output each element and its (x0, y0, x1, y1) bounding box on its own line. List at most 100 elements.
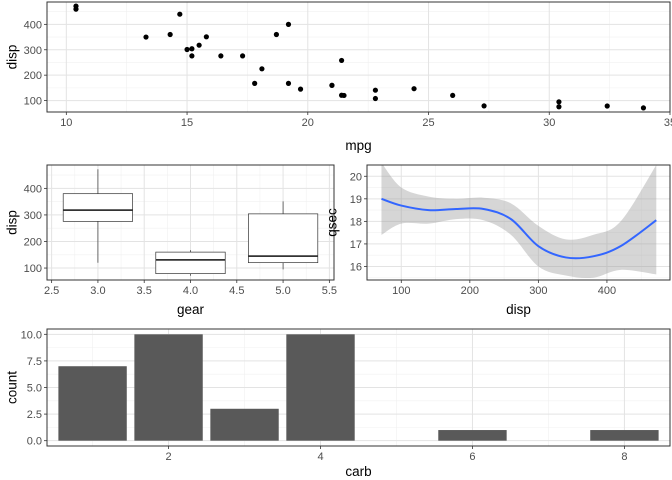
data-point (640, 105, 647, 111)
marks (58, 334, 659, 441)
x-tick-label: 3.0 (90, 285, 105, 297)
data-point (372, 87, 379, 93)
gridlines (367, 165, 670, 280)
data-point (73, 6, 79, 12)
panel-scatter: 10 15 20 25 30 35 100 200 300 400 mpg disp (5, 1, 672, 153)
data-point (285, 80, 292, 86)
panel-border (366, 164, 671, 281)
panel-background (47, 2, 670, 112)
data-point (372, 95, 379, 102)
y-tick-label: 300 (24, 45, 42, 57)
data-point (481, 103, 487, 109)
x-tick-label: 8 (621, 451, 627, 463)
box-gear-4 (155, 250, 226, 276)
x-tick-label: 4.5 (229, 285, 244, 297)
y-tick-label: 400 (24, 19, 42, 31)
y-axis-title: disp (5, 45, 20, 70)
x-tick-label: 15 (181, 117, 193, 129)
data-point (285, 21, 292, 27)
bar-carb-1 (58, 366, 127, 441)
box-iqr (248, 213, 319, 264)
x-tick-label: 35 (664, 117, 672, 129)
box-iqr (62, 193, 133, 222)
x-tick-label: 25 (422, 117, 434, 129)
data-point (556, 104, 562, 110)
y-tick-label: 18 (350, 216, 362, 228)
x-tick-label: 3.5 (137, 285, 152, 297)
bar-carb-2 (134, 334, 203, 441)
data-point (411, 86, 417, 92)
data-point (189, 53, 195, 59)
x-tick-label: 400 (598, 285, 616, 297)
x-tick-label: 100 (392, 285, 410, 297)
bar-carb-4 (286, 334, 355, 441)
y-tick-label: 300 (24, 210, 42, 222)
data-point (167, 31, 173, 38)
x-tick-label: 4 (317, 451, 323, 463)
data-point (297, 86, 304, 92)
marks (62, 169, 319, 276)
x-tick-label: 10 (60, 117, 72, 129)
box-iqr (155, 251, 226, 275)
panel-background (367, 165, 670, 280)
bar-carb-8 (590, 430, 659, 441)
y-axis-title: count (5, 371, 20, 404)
box-gear-5 (248, 201, 319, 270)
y-tick-label: 5.0 (27, 383, 42, 395)
marks (73, 3, 647, 111)
data-point (450, 92, 456, 99)
marks (381, 165, 657, 279)
data-point (338, 92, 345, 98)
panel-border (46, 1, 671, 113)
data-point (259, 66, 265, 72)
y-tick-label: 200 (24, 236, 42, 248)
y-axis-title: disp (5, 210, 20, 235)
smooth-line (381, 197, 657, 260)
y-axis-title: qsec (325, 208, 340, 237)
data-point (218, 53, 224, 59)
gridlines (47, 2, 670, 112)
x-tick-label: 200 (461, 285, 479, 297)
x-tick-label: 300 (529, 285, 547, 297)
x-tick-label: 5.5 (322, 285, 337, 297)
x-tick-label: 2.5 (44, 285, 59, 297)
y-tick-label: 100 (24, 263, 42, 275)
data-point (556, 99, 562, 105)
data-point (604, 103, 610, 109)
panel-smooth: 100 200 300 400 16 17 18 19 20 disp qsec (325, 164, 671, 317)
data-point (338, 57, 345, 64)
data-point (189, 46, 195, 52)
panel-bars: 2 4 6 8 0.0 2.5 5.0 7.5 10.0 carb count (5, 328, 671, 479)
x-axis-title: disp (506, 302, 531, 317)
bar-carb-6 (438, 430, 507, 441)
box-gear-3 (62, 169, 133, 263)
data-point (143, 34, 149, 40)
x-tick-label: 4.0 (183, 285, 198, 297)
y-tick-label: 0.0 (27, 436, 42, 448)
y-tick-label: 20 (350, 171, 362, 183)
y-tick-label: 400 (24, 183, 42, 195)
bar-carb-3 (210, 408, 279, 441)
x-tick-label: 20 (302, 117, 314, 129)
y-tick-label: 7.5 (27, 356, 42, 368)
y-tick-label: 19 (350, 194, 362, 206)
data-point (239, 53, 246, 59)
y-tick-label: 2.5 (27, 409, 42, 421)
x-axis-title: carb (345, 464, 371, 479)
x-tick-label: 30 (543, 117, 555, 129)
y-tick-label: 10.0 (21, 329, 42, 341)
x-tick-label: 6 (469, 451, 475, 463)
confidence-band (381, 165, 657, 279)
x-axis-title: mpg (345, 138, 371, 153)
y-tick-label: 16 (350, 261, 362, 273)
y-tick-label: 17 (350, 239, 362, 251)
x-tick-label: 2 (165, 451, 171, 463)
data-point (329, 82, 335, 88)
data-point (203, 34, 209, 40)
panel-boxplot: 2.5 3.0 3.5 4.0 4.5 5.0 5.5 100 200 300 400 gear dis… (5, 164, 337, 317)
data-point (177, 11, 183, 17)
x-tick-label: 5.0 (275, 285, 290, 297)
y-tick-label: 100 (24, 96, 42, 108)
data-point (252, 80, 258, 86)
